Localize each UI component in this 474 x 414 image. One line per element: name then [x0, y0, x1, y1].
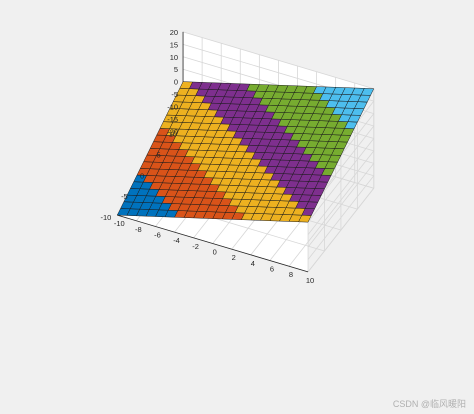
z-tick-label: -15 [167, 115, 178, 124]
z-tick-label: 10 [170, 53, 178, 62]
x-tick-label: 10 [306, 276, 314, 285]
x-tick-label: -2 [192, 242, 199, 251]
z-tick-label: -10 [167, 103, 178, 112]
x-tick-label: -8 [135, 225, 142, 234]
y-tick-label: -5 [121, 192, 128, 201]
z-tick-label: 0 [174, 78, 178, 87]
tick-labels: -20-15-10-505101520-10-50510-10-8-6-4-20… [100, 28, 314, 285]
z-tick-label: 20 [170, 28, 178, 37]
x-tick-label: -4 [173, 236, 180, 245]
surface-patch [179, 81, 193, 89]
y-tick-label: 10 [169, 129, 177, 138]
x-tick-label: 0 [213, 248, 217, 257]
y-tick-label: 5 [156, 150, 160, 159]
x-tick-label: 2 [232, 253, 236, 262]
x-tick-label: 8 [289, 270, 293, 279]
surface-plot [117, 81, 375, 223]
z-tick-label: -20 [167, 127, 178, 136]
x-tick-label: -10 [114, 219, 125, 228]
z-tick-label: 5 [174, 65, 178, 74]
x-tick-label: 6 [270, 265, 274, 274]
z-tick-label: 15 [170, 40, 178, 49]
y-tick-label: -10 [100, 213, 111, 222]
x-tick-label: -6 [154, 230, 161, 239]
y-tick-label: 0 [140, 171, 144, 180]
z-tick-label: -5 [171, 90, 178, 99]
x-tick-label: 4 [251, 259, 255, 268]
x-axis-line [117, 214, 309, 273]
watermark-text: CSDN @临风暖阳 [392, 399, 466, 409]
